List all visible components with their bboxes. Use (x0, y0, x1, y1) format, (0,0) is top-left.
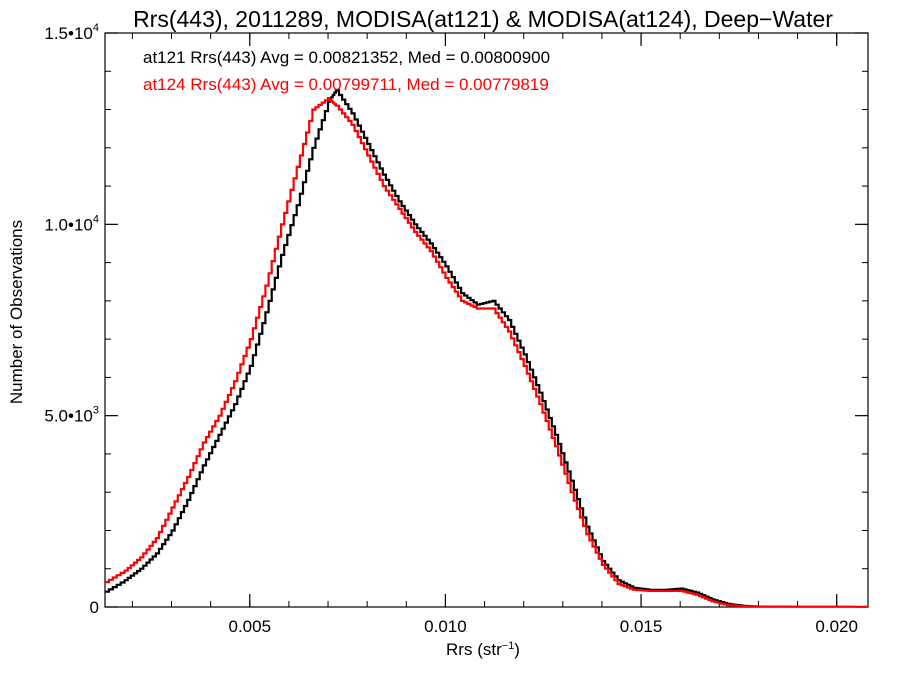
series-line-1 (105, 89, 868, 607)
y-tick-label-base: 1.5•10 (44, 24, 93, 43)
x-axis: 0.005 0.010 0.015 0.020 (131, 33, 858, 636)
x-axis-label-tail: ) (514, 640, 520, 659)
stats-annotation-1: at121 Rrs(443) Avg = 0.00821352, Med = 0… (143, 48, 550, 67)
y-tick-label-base: 5.0•10 (44, 407, 93, 426)
series-layer (105, 89, 868, 607)
y-tick-label: 0 (90, 598, 99, 617)
x-tick-label: 0.015 (620, 617, 663, 636)
y-tick-label: 5.0•103 (44, 405, 99, 426)
y-tick-label-base: 0 (90, 598, 99, 617)
x-axis-label-sup: −1 (502, 640, 515, 652)
annotation-layer: at121 Rrs(443) Avg = 0.00821352, Med = 0… (143, 48, 550, 94)
plot-border (104, 32, 869, 608)
y-axis-label: Number of Observations (7, 220, 26, 404)
y-tick-label-exp: 4 (93, 22, 99, 34)
y-tick-label: 1.5•104 (44, 22, 99, 43)
plot-frame (104, 32, 869, 608)
x-axis-label: Rrs (str−1) (446, 640, 520, 659)
stats-annotation-2: at124 Rrs(443) Avg = 0.00799711, Med = 0… (143, 75, 549, 94)
y-tick-label-base: 1.0•10 (44, 215, 93, 234)
x-axis-label-text: Rrs (str (446, 640, 502, 659)
series-line-2 (105, 97, 868, 607)
y-tick-label-exp: 4 (93, 213, 99, 225)
x-tick-label: 0.010 (424, 617, 467, 636)
x-tick-label: 0.020 (815, 617, 858, 636)
x-tick-label: 0.005 (229, 617, 272, 636)
y-tick-label-exp: 3 (93, 405, 99, 417)
y-tick-label: 1.0•104 (44, 213, 99, 234)
chart-title: Rrs(443), 2011289, MODISA(at121) & MODIS… (133, 6, 833, 32)
